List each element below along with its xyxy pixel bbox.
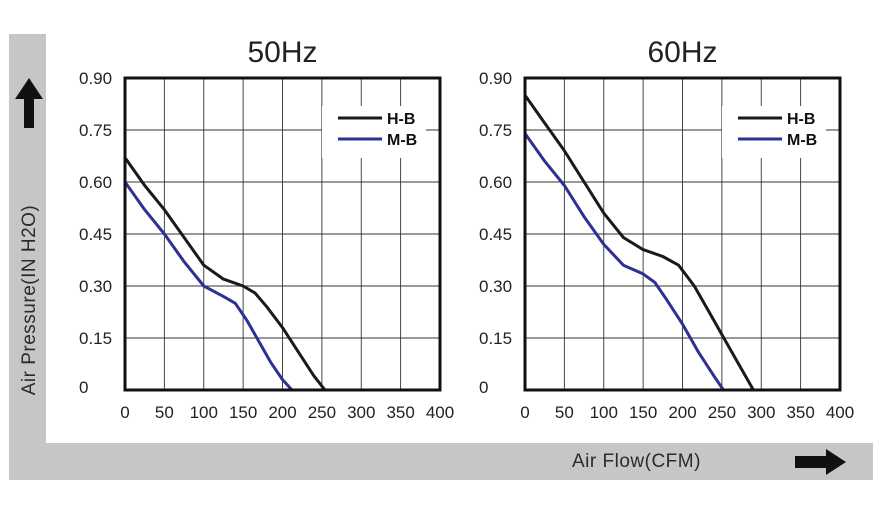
x-tick-label: 400 [826,403,854,422]
y-tick-label: 0.45 [79,225,112,244]
plot-frame [523,76,842,392]
chart-panels: H-B M-B 50Hz 0 50 100 150 200 250 300 350 400 0 0.15 0… [79,36,854,422]
series-line-h-b [123,156,327,392]
x-tick-label: 300 [347,403,375,422]
legend-label-m-b: M-B [387,132,417,149]
x-tick-label: 0 [120,403,129,422]
y-tick-label: 0.60 [79,173,112,192]
legend-box [322,106,426,158]
x-tick-label: 250 [308,403,336,422]
legend-box [722,106,826,158]
y-tick-label: 0.15 [79,329,112,348]
series-line-h-b [523,93,755,392]
series-line-m-b [523,132,725,392]
arrow-right-icon [795,449,846,475]
x-tick-label: 150 [629,403,657,422]
y-tick-label: 0.75 [479,121,512,140]
chart-panel-2: H-B M-B 60Hz 0 50 100 150 200 250 300 350 400 0 0.15 0… [479,36,854,422]
x-tick-label: 350 [786,403,814,422]
series-line-m-b [123,180,294,392]
chart-title: 60Hz [647,36,717,69]
x-tick-label: 400 [426,403,454,422]
y-tick-label: 0.60 [479,173,512,192]
y-tick-label: 0.90 [79,69,112,88]
arrow-up-icon [15,78,43,128]
x-axis-band [9,443,873,480]
x-tick-label: 100 [590,403,618,422]
y-tick-label: 0.30 [79,277,112,296]
y-tick-label: 0.30 [479,277,512,296]
x-tick-label: 150 [229,403,257,422]
y-tick-label: 0.75 [79,121,112,140]
x-tick-label: 200 [668,403,696,422]
plot-frame [123,76,442,392]
chart-panel-1: H-B M-B 50Hz 0 50 100 150 200 250 300 350 400 0 0.15 0… [79,36,454,422]
y-tick-label: 0 [479,378,488,397]
y-tick-label: 0 [79,378,88,397]
legend-label-h-b: H-B [387,111,415,128]
y-tick-label: 0.45 [479,225,512,244]
y-tick-label: 0.15 [479,329,512,348]
legend-label-m-b: M-B [787,132,817,149]
x-tick-label: 50 [155,403,174,422]
x-tick-label: 200 [268,403,296,422]
chart-title: 50Hz [247,36,317,69]
legend-label-h-b: H-B [787,111,815,128]
x-tick-label: 250 [708,403,736,422]
x-axis-label: Air Flow(CFM) [572,451,701,472]
y-axis-label: Air Pressure(IN H2O) [19,204,40,396]
x-tick-label: 100 [190,403,218,422]
x-tick-label: 300 [747,403,775,422]
x-tick-label: 350 [386,403,414,422]
x-tick-label: 0 [520,403,529,422]
x-tick-label: 50 [555,403,574,422]
y-tick-label: 0.90 [479,69,512,88]
